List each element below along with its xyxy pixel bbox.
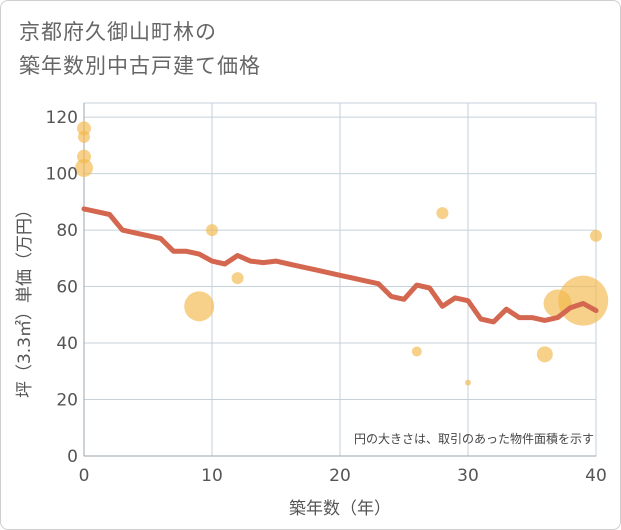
scatter-point-10 (536, 346, 553, 363)
average-lines (81, 206, 599, 325)
chart-title-line-2: 築年数別中古戸建て価格 (19, 54, 261, 78)
x-tick-label-1: 10 (201, 466, 223, 486)
x-axis-label: 築年数（年） (289, 499, 391, 519)
y-tick-label-5: 100 (46, 165, 78, 185)
x-tick-labels: 0 10 20 30 40 (79, 466, 607, 486)
bubble-size-note: 円の大きさは、取引のあった物件面積を示す (354, 431, 594, 446)
y-tick-label-6: 120 (46, 108, 78, 128)
y-tick-labels: 0 20 40 60 80 100 120 (46, 108, 78, 467)
scatter-point-7 (411, 346, 422, 357)
y-tick-label-4: 80 (56, 221, 78, 241)
scatter-point-5 (206, 224, 218, 237)
scatter-point-9 (465, 379, 471, 386)
average-price-line-0 (81, 206, 599, 325)
y-tick-label-0: 0 (67, 447, 78, 467)
chart-title-line-1: 京都府久御山町林の (19, 20, 217, 44)
scatter-point-4 (184, 291, 215, 322)
x-tick-label-0: 0 (79, 466, 90, 486)
scatter-point-3 (75, 158, 93, 177)
y-tick-label-1: 20 (56, 391, 78, 411)
scatter-point-1 (78, 130, 90, 143)
scatter-point-8 (436, 207, 449, 220)
y-tick-label-2: 40 (56, 334, 78, 354)
y-tick-label-3: 60 (56, 278, 78, 298)
x-tick-label-4: 40 (585, 466, 607, 486)
scatter-point-12 (558, 275, 609, 326)
scatter-bubbles (75, 121, 609, 386)
y-axis-label: 坪（3.3㎡）単価（万円） (15, 201, 35, 398)
grid-lines (83, 102, 597, 457)
scatter-point-0 (77, 121, 91, 136)
x-tick-label-3: 30 (457, 466, 479, 486)
scatter-point-13 (590, 229, 602, 242)
x-tick-label-2: 20 (329, 466, 351, 486)
scatter-point-6 (231, 272, 244, 285)
chart-title: 京都府久御山町林の 築年数別中古戸建て価格 (19, 15, 261, 83)
